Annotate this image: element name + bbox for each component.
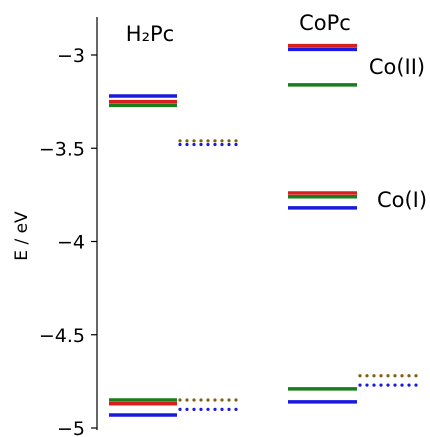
column-label: CoPc (299, 11, 351, 35)
annotation-label: Co(II) (369, 55, 425, 79)
column-label: H₂Pc (126, 22, 174, 46)
y-tick-label: −3 (57, 45, 85, 67)
energy-levels (109, 43, 420, 417)
y-tick-label: −4.5 (39, 325, 85, 347)
y-axis: −3 −3.5 −4 −4.5 −5 E / eV (12, 17, 98, 437)
y-tick-label: −3.5 (39, 138, 85, 160)
annotation-label: Co(I) (377, 188, 427, 212)
y-tick-label: −4 (57, 232, 85, 254)
chart-labels: H₂Pc CoPc Co(II) Co(I) (126, 11, 427, 212)
y-axis-label: E / eV (12, 211, 32, 261)
y-tick-label: −5 (57, 418, 85, 437)
